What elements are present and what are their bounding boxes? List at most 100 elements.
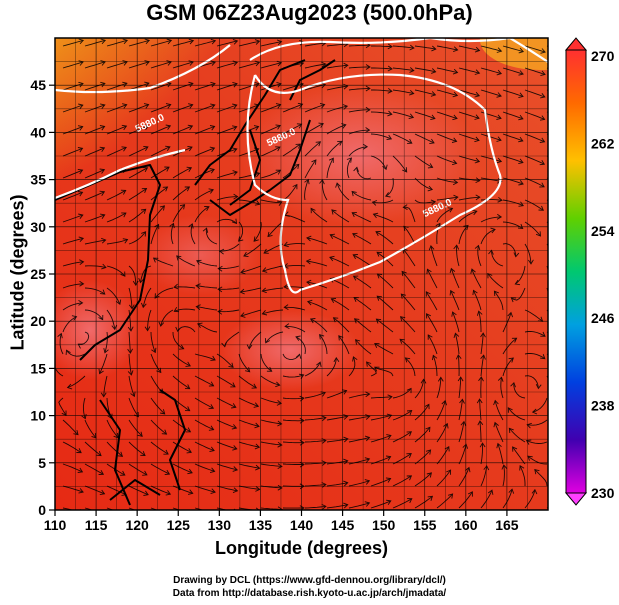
x-tick-label: 145: [331, 517, 355, 533]
y-tick-label: 30: [30, 219, 46, 235]
streamline-arrow: [137, 431, 143, 437]
streamline-arrow: [518, 70, 524, 76]
streamline-arrow: [452, 114, 458, 121]
streamline-arrow: [451, 311, 457, 317]
streamline-arrow: [210, 81, 216, 88]
streamline: [336, 182, 350, 201]
streamline: [172, 441, 192, 453]
streamline-arrow: [426, 472, 433, 478]
streamline-arrow: [365, 414, 371, 420]
streamline-arrow: [365, 85, 371, 92]
streamline-arrow: [507, 311, 514, 318]
streamline-arrow: [232, 81, 238, 88]
streamline-arrow: [553, 258, 558, 263]
streamline-arrow: [65, 349, 71, 355]
streamline-arrow: [292, 183, 298, 190]
streamline-arrow: [487, 489, 494, 495]
streamline: [128, 375, 135, 397]
streamline: [194, 147, 215, 157]
streamline: [513, 382, 526, 399]
streamline-arrow: [275, 146, 281, 152]
streamline: [348, 415, 370, 421]
streamline: [216, 485, 238, 492]
streamline: [346, 157, 352, 179]
streamline: [194, 206, 210, 223]
y-tick-label: 45: [30, 77, 46, 93]
streamline: [502, 155, 524, 164]
streamline: [238, 62, 260, 69]
streamline-arrow: [122, 511, 127, 516]
streamline-arrow: [352, 356, 358, 362]
streamline: [84, 265, 106, 268]
streamline: [458, 444, 467, 465]
streamline: [304, 179, 309, 201]
streamline-arrow: [275, 124, 281, 130]
streamline-arrow: [173, 283, 179, 290]
streamline-arrow: [76, 448, 82, 454]
streamline-arrow: [140, 302, 147, 309]
streamline: [392, 133, 413, 144]
streamline-arrow: [144, 326, 151, 332]
streamline: [196, 285, 218, 289]
streamline: [502, 133, 523, 142]
streamline-arrow: [343, 83, 349, 90]
streamline-arrow: [305, 258, 311, 265]
streamline-arrow: [452, 68, 459, 75]
streamline: [194, 104, 215, 113]
streamline-arrow: [78, 81, 84, 88]
streamline-arrow: [100, 289, 106, 295]
streamline-arrow: [217, 265, 223, 272]
streamline: [172, 40, 194, 47]
streamline: [326, 357, 337, 377]
streamline-arrow: [238, 236, 244, 242]
streamline: [84, 147, 105, 157]
streamline: [494, 400, 504, 421]
streamline-arrow: [277, 463, 283, 469]
streamline-arrow: [209, 467, 216, 474]
streamline-arrow: [120, 271, 126, 277]
streamline: [62, 302, 83, 311]
streamline: [371, 45, 393, 48]
streamline: [527, 455, 548, 465]
streamline-arrow: [365, 391, 371, 398]
streamline-arrow: [78, 103, 84, 109]
y-tick-label: 25: [30, 266, 46, 282]
streamline-arrow: [122, 238, 129, 244]
streamline-arrow: [476, 398, 483, 404]
streamline: [436, 155, 457, 164]
streamline: [260, 199, 282, 203]
streamline: [450, 268, 460, 289]
streamline: [150, 507, 159, 510]
streamline-arrow: [66, 383, 73, 390]
streamline-arrow: [531, 488, 538, 495]
streamline-arrow: [385, 455, 392, 461]
streamline: [194, 40, 216, 47]
streamline-arrow: [451, 137, 458, 143]
streamline: [414, 495, 433, 509]
streamline: [142, 287, 152, 308]
streamline: [546, 331, 548, 334]
streamline-arrow: [143, 124, 150, 130]
streamline: [106, 39, 128, 47]
streamline: [524, 199, 544, 211]
streamline-arrow: [540, 93, 546, 99]
streamline: [515, 265, 526, 285]
streamline-arrow: [254, 200, 261, 206]
streamline-arrow: [330, 297, 337, 304]
streamline-arrow: [496, 136, 502, 142]
streamline: [218, 309, 240, 313]
streamline: [238, 419, 260, 427]
streamline: [502, 45, 524, 53]
streamline-arrow: [78, 60, 84, 66]
streamline: [326, 140, 343, 157]
streamline-arrow: [204, 206, 210, 212]
streamline-arrow: [406, 409, 413, 416]
streamline: [331, 209, 350, 223]
streamline: [370, 500, 391, 509]
streamline-arrow: [232, 103, 238, 109]
streamline: [62, 507, 75, 510]
streamline: [458, 155, 480, 162]
streamline: [370, 396, 392, 399]
streamline: [172, 419, 191, 433]
